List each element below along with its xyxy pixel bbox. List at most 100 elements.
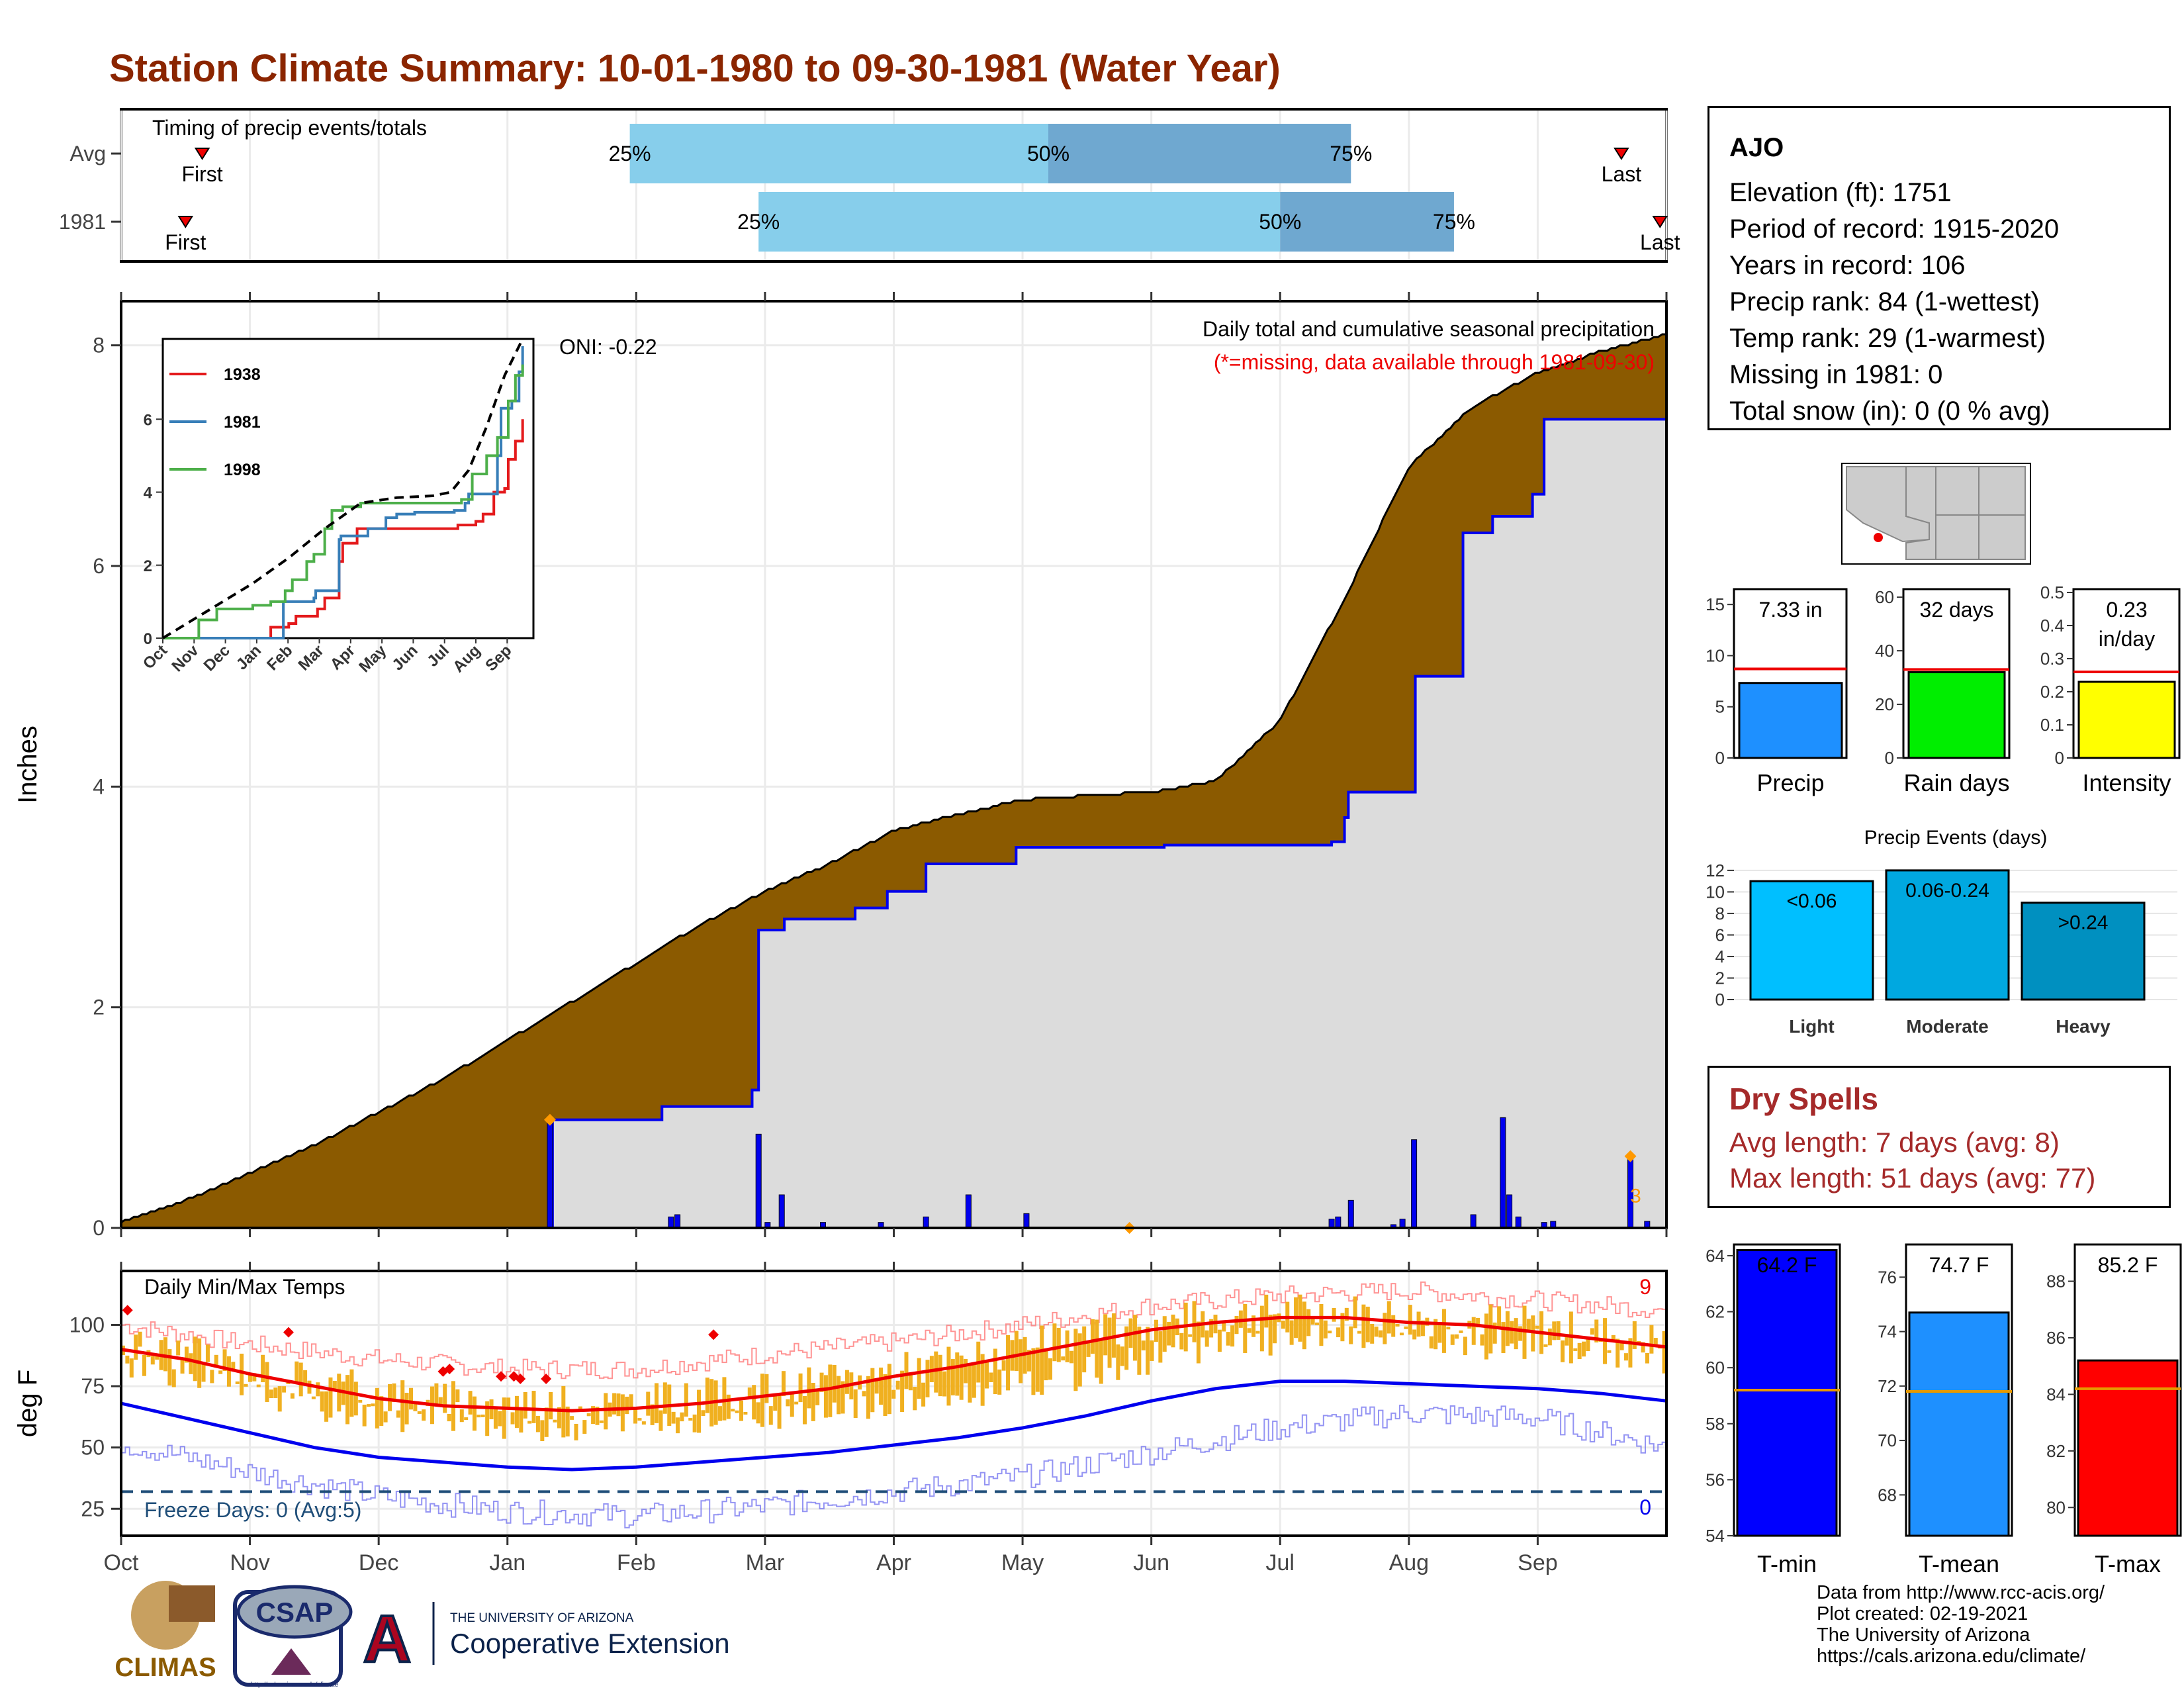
- daily-temp-bar: [1501, 1322, 1506, 1353]
- daily-temp-bar: [1488, 1304, 1493, 1354]
- daily-temp-bar: [1167, 1321, 1171, 1346]
- precip-ytick-label: 2: [93, 996, 105, 1019]
- daily-temp-bar: [214, 1354, 218, 1367]
- daily-temp-bar: [477, 1415, 481, 1418]
- daily-precip-bar: [547, 1119, 553, 1229]
- ua-logo-letter: A: [363, 1602, 411, 1676]
- daily-temp-bar: [904, 1352, 909, 1389]
- temp-ytick-label: 25: [81, 1497, 105, 1521]
- timing-first-label: First: [165, 230, 206, 254]
- daily-temp-bar: [1056, 1327, 1061, 1362]
- timing-first-marker: [194, 148, 210, 160]
- daily-temp-bar: [913, 1387, 917, 1411]
- daily-temp-bar: [1107, 1317, 1112, 1368]
- month-label: Oct: [104, 1550, 139, 1575]
- daily-temp-bar: [218, 1370, 223, 1374]
- daily-temp-bar: [1565, 1336, 1569, 1346]
- events-title: Precip Events (days): [1864, 827, 2048, 849]
- daily-temp-bar: [980, 1354, 985, 1406]
- timing-q75-label: 75%: [1330, 142, 1372, 165]
- daily-temp-bar: [125, 1355, 130, 1364]
- daily-temp-bar: [731, 1409, 735, 1412]
- daily-temp-bar: [964, 1359, 968, 1383]
- tmax_summary-value-label: 85.2 F: [2098, 1253, 2158, 1277]
- missing-label: 3: [1630, 1186, 1641, 1207]
- daily-temp-bar: [523, 1391, 527, 1419]
- daily-temp-bar: [697, 1389, 702, 1433]
- daily-temp-bar: [1450, 1334, 1455, 1345]
- timing-q50-label: 50%: [1259, 210, 1301, 234]
- daily-temp-bar: [1188, 1334, 1193, 1337]
- daily-temp-bar: [938, 1354, 942, 1397]
- month-label: Jun: [1133, 1550, 1169, 1575]
- daily-temp-bar: [1027, 1350, 1032, 1372]
- daily-temp-bar: [531, 1391, 536, 1423]
- daily-temp-bar: [900, 1370, 905, 1413]
- daily-temp-bar: [1044, 1348, 1048, 1381]
- daily-temp-bar: [1480, 1334, 1484, 1346]
- inset-ytick-label: 0: [144, 630, 152, 648]
- daily-temp-bar: [1526, 1319, 1531, 1331]
- daily-temp-bar: [1052, 1323, 1057, 1362]
- daily-temp-bar: [1577, 1342, 1582, 1360]
- daily-temp-bar: [464, 1417, 469, 1421]
- timing-last-marker: [1652, 216, 1668, 228]
- year-cumulative-line: [121, 418, 1666, 1229]
- daily-temp-bar: [1264, 1294, 1269, 1328]
- daily-temp-bar: [1001, 1360, 1006, 1371]
- daily-temp-bar: [1315, 1322, 1320, 1325]
- record-marker: [541, 1373, 552, 1384]
- timing-q50-label: 50%: [1027, 142, 1069, 165]
- daily-temp-bar: [1323, 1320, 1328, 1338]
- events-ytick-label: 2: [1715, 968, 1725, 988]
- tmin_summary-ytick-label: 64: [1706, 1246, 1725, 1266]
- daily-temp-bar: [1268, 1314, 1273, 1356]
- daily-temp-bar: [773, 1395, 778, 1411]
- tmin_summary-ytick-label: 62: [1706, 1302, 1725, 1322]
- daily-temp-bar: [1095, 1319, 1099, 1378]
- daily-temp-bar: [307, 1380, 312, 1394]
- timing-first-marker: [177, 216, 194, 228]
- daily-temp-bar: [705, 1378, 709, 1413]
- precip_total-category-label: Precip: [1756, 769, 1824, 796]
- daily-temp-bar: [388, 1383, 392, 1411]
- daily-temp-bar: [680, 1412, 684, 1422]
- daily-precip-bar: [1347, 1199, 1354, 1229]
- daily-temp-bar: [616, 1393, 621, 1417]
- daily-temp-bar: [1243, 1303, 1248, 1353]
- timing-row-label: 1981: [59, 210, 106, 234]
- tmax_summary-ytick-label: 86: [2046, 1328, 2066, 1348]
- daily-temp-bar: [819, 1372, 824, 1392]
- daily-temp-bar: [295, 1361, 299, 1383]
- daily-temp-bar: [1582, 1341, 1586, 1357]
- daily-precip-bar: [674, 1214, 681, 1229]
- daily-temp-bar: [1132, 1315, 1137, 1361]
- daily-temp-bar: [1662, 1331, 1666, 1374]
- daily-temp-bar: [1653, 1338, 1658, 1346]
- inset-legend-label: 1938: [224, 365, 261, 384]
- daily-temp-bar: [290, 1393, 295, 1399]
- daily-temp-bar: [240, 1353, 244, 1395]
- daily-temp-bar: [1441, 1309, 1446, 1353]
- daily-temp-bar: [879, 1367, 884, 1405]
- daily-temp-bar: [163, 1337, 167, 1372]
- daily-temp-bar: [1412, 1329, 1417, 1340]
- month-label: Feb: [617, 1550, 656, 1575]
- daily-temp-bar: [1641, 1342, 1645, 1353]
- intensity-ytick-label: 0.4: [2040, 616, 2064, 635]
- daily-temp-bar: [1535, 1325, 1539, 1329]
- daily-temp-bar: [1594, 1319, 1599, 1342]
- record-marker: [283, 1327, 294, 1338]
- tmax_summary-category-label: T-max: [2095, 1550, 2161, 1577]
- precip-ytick-label: 6: [93, 554, 105, 578]
- daily-temp-bar: [1031, 1348, 1036, 1395]
- daily-temp-bar: [443, 1383, 447, 1413]
- daily-temp-bar: [1649, 1325, 1654, 1354]
- month-label: Jul: [1266, 1550, 1295, 1575]
- daily-temp-bar: [1497, 1306, 1502, 1329]
- rain_days-ytick-label: 60: [1875, 587, 1894, 607]
- daily-temp-bar: [620, 1394, 625, 1432]
- missing-marker: [1624, 1150, 1637, 1162]
- csap-logo-url: http://cals.arizona.edu/climate: [251, 1681, 339, 1688]
- daily-precip-bar: [965, 1194, 972, 1229]
